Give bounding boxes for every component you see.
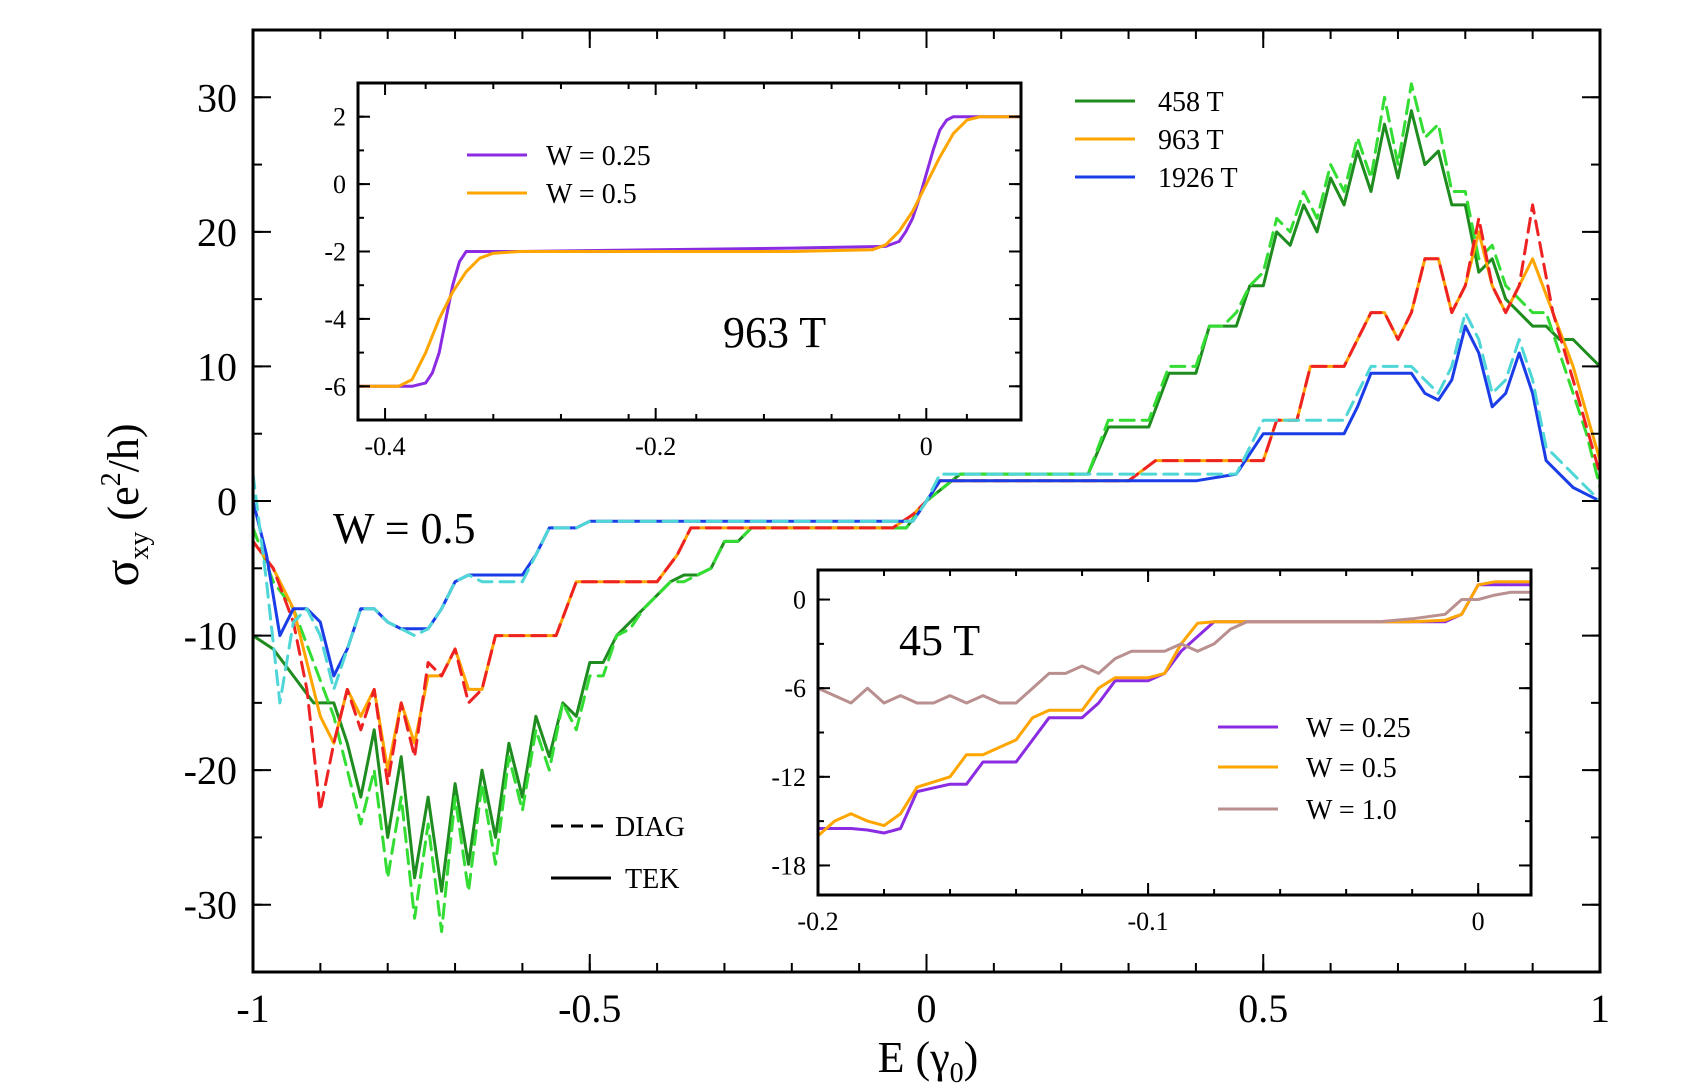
- inset-963-xtick-label: -0.2: [635, 432, 676, 461]
- inset-45-xtick-label: -0.2: [797, 907, 838, 936]
- main-series-1926-t-tek: [253, 324, 1600, 678]
- inset-963-ytick-label: -6: [324, 372, 346, 401]
- main-xtick-label: 0.5: [1238, 986, 1288, 1031]
- main-series-963-t-diag: [253, 203, 1600, 812]
- main-series-1926-t-diag: [253, 311, 1600, 705]
- legend-label-963: 963 T: [1158, 125, 1224, 156]
- inset-45-legend-label-w05: W = 0.5: [1306, 753, 1397, 784]
- main-ytick-label: 30: [197, 75, 237, 120]
- legend-fields: 458 T 963 T 1926 T: [1075, 87, 1238, 194]
- main-ytick-label: 20: [197, 210, 237, 255]
- inset-963-xtick-label: -0.4: [364, 432, 405, 461]
- inset-45-series-w-0-5: [818, 580, 1531, 838]
- inset-963-series-w-0-5: [358, 115, 1021, 388]
- inset-45-series-w-1-0: [818, 590, 1531, 705]
- main-xtick-label: -0.5: [558, 986, 621, 1031]
- inset-963-ytick-label: 0: [333, 170, 346, 199]
- inset-963-title: 963 T: [723, 308, 826, 357]
- inset-963-legend: W = 0.25 W = 0.5: [467, 141, 651, 210]
- main-ytick-label: -30: [184, 883, 237, 928]
- inset-45-ytick-label: -18: [771, 851, 806, 880]
- inset-45-title: 45 T: [899, 616, 980, 665]
- inset-45-ytick-label: -12: [771, 763, 806, 792]
- legend-label-458: 458 T: [1158, 87, 1224, 118]
- inset-45-ticks: -0.2 -0.1 0 -18 -12 -6 0: [771, 570, 1531, 936]
- inset-963-legend-label-w025: W = 0.25: [546, 141, 651, 172]
- main-ytick-label: 10: [197, 344, 237, 389]
- y-axis-title: σxy (e2/h): [93, 423, 155, 586]
- inset-963-legend-label-w05: W = 0.5: [546, 179, 637, 210]
- inset-963-series-w-0-25: [358, 115, 1021, 388]
- x-axis-title: E (γ0): [878, 1033, 979, 1088]
- inset-45-ytick-label: -6: [784, 674, 806, 703]
- inset-963-ytick-label: -2: [324, 238, 346, 267]
- inset-45-xtick-label: 0: [1472, 907, 1485, 936]
- main-annotation: W = 0.5: [333, 504, 476, 553]
- inset-963-ytick-label: 2: [333, 103, 346, 132]
- legend-label-diag: DIAG: [615, 812, 685, 843]
- main-xtick-label: 0: [917, 986, 937, 1031]
- main-ytick-label: -10: [184, 614, 237, 659]
- main-xtick-label: -1: [236, 986, 269, 1031]
- inset-45-ytick-label: 0: [793, 586, 806, 615]
- legend-label-1926: 1926 T: [1158, 163, 1238, 194]
- inset-963-series: [358, 115, 1021, 388]
- inset-45-legend-label-w025: W = 0.25: [1306, 713, 1411, 744]
- inset-45-series: [818, 580, 1531, 838]
- inset-45-xtick-label: -0.1: [1128, 907, 1169, 936]
- inset-963-ytick-label: -4: [324, 305, 346, 334]
- inset-45-legend: W = 0.25 W = 0.5 W = 1.0: [1218, 713, 1411, 826]
- main-ytick-label: -20: [184, 748, 237, 793]
- inset-45-background: [818, 570, 1531, 895]
- main-xtick-label: 1: [1590, 986, 1610, 1031]
- legend-label-tek: TEK: [625, 864, 679, 895]
- inset-963-ticks: -0.4 -0.2 0 -6 -4 -2 0 2: [324, 82, 1021, 461]
- main-plot-series: [253, 82, 1600, 934]
- legend-styles: DIAG TEK: [551, 812, 685, 895]
- main-ytick-label: 0: [217, 479, 237, 524]
- inset-45-legend-label-w10: W = 1.0: [1306, 795, 1397, 826]
- inset-963-xtick-label: 0: [920, 432, 933, 461]
